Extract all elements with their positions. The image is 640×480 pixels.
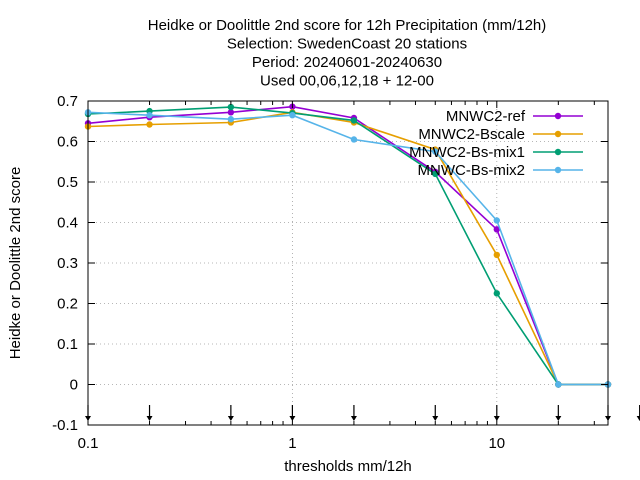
title-line: Heidke or Doolittle 2nd score for 12h Pr… [148,17,547,34]
y-axis-label: Heidke or Doolittle 2nd score [7,167,24,360]
threshold-arrowhead [350,416,357,421]
threshold-arrowhead [227,416,234,421]
data-point [432,170,439,178]
title-line: Used 00,06,12,18 + 12-00 [260,73,434,90]
data-point [555,381,562,388]
y-tick-label: 0.7 [57,93,78,110]
threshold-arrowhead [555,416,562,421]
data-point [350,136,358,143]
chart-title: Heidke or Doolittle 2nd score for 12h Pr… [148,17,547,90]
legend: MNWC2-refMNWC2-BscaleMNWC2-Bs-mix1MNWC-B… [409,108,583,179]
legend-label: MNWC-Bs-mix2 [418,162,525,179]
threshold-markers [85,405,640,421]
title-line: Selection: SwedenCoast 20 stations [227,36,467,53]
legend-label: MNWC2-Bscale [418,126,525,143]
data-point [493,217,500,224]
data-point [350,117,358,124]
series-lines [84,103,612,388]
x-tick-label: 1 [288,435,296,452]
data-point [227,103,235,111]
y-tick-label: 0.2 [57,296,78,313]
y-tick-label: 0.6 [57,134,78,151]
data-point [289,111,296,119]
x-axis-label: thresholds mm/12h [284,458,412,475]
x-tick-label: 10 [488,435,505,452]
data-point [227,116,235,123]
data-point [227,109,235,116]
legend-label: MNWC2-ref [446,108,526,125]
threshold-arrowhead [146,416,153,421]
y-tick-label: 0 [70,377,78,394]
threshold-arrowhead [636,416,640,421]
legend-label: MNWC2-Bs-mix1 [409,144,525,161]
y-axis-ticks: -0.1 0 0.1 0.2 0.3 0.4 0.5 0.6 0.7 [52,93,608,434]
legend-swatch-marker [554,148,562,156]
data-point [493,290,500,297]
y-tick-label: 0.5 [57,174,78,191]
legend-swatch-marker [554,112,562,120]
data-point [146,111,153,119]
data-point [432,148,439,155]
y-tick-label: 0.3 [57,255,78,272]
grid [87,100,608,426]
y-tick-label: 0.4 [57,215,78,232]
title-line: Period: 20240601-20240630 [252,54,442,71]
legend-swatch-marker [554,166,562,174]
threshold-arrowhead [432,416,439,421]
data-point [493,251,500,259]
x-axis-ticks: 0.1 1 10 [78,101,595,452]
y-tick-label: -0.1 [52,417,78,434]
x-tick-label: 0.1 [78,435,99,452]
series-line-3 [87,106,608,386]
y-tick-label: 0.1 [57,336,78,353]
legend-swatch-marker [554,130,562,138]
data-point [146,121,153,128]
data-point [493,226,500,233]
